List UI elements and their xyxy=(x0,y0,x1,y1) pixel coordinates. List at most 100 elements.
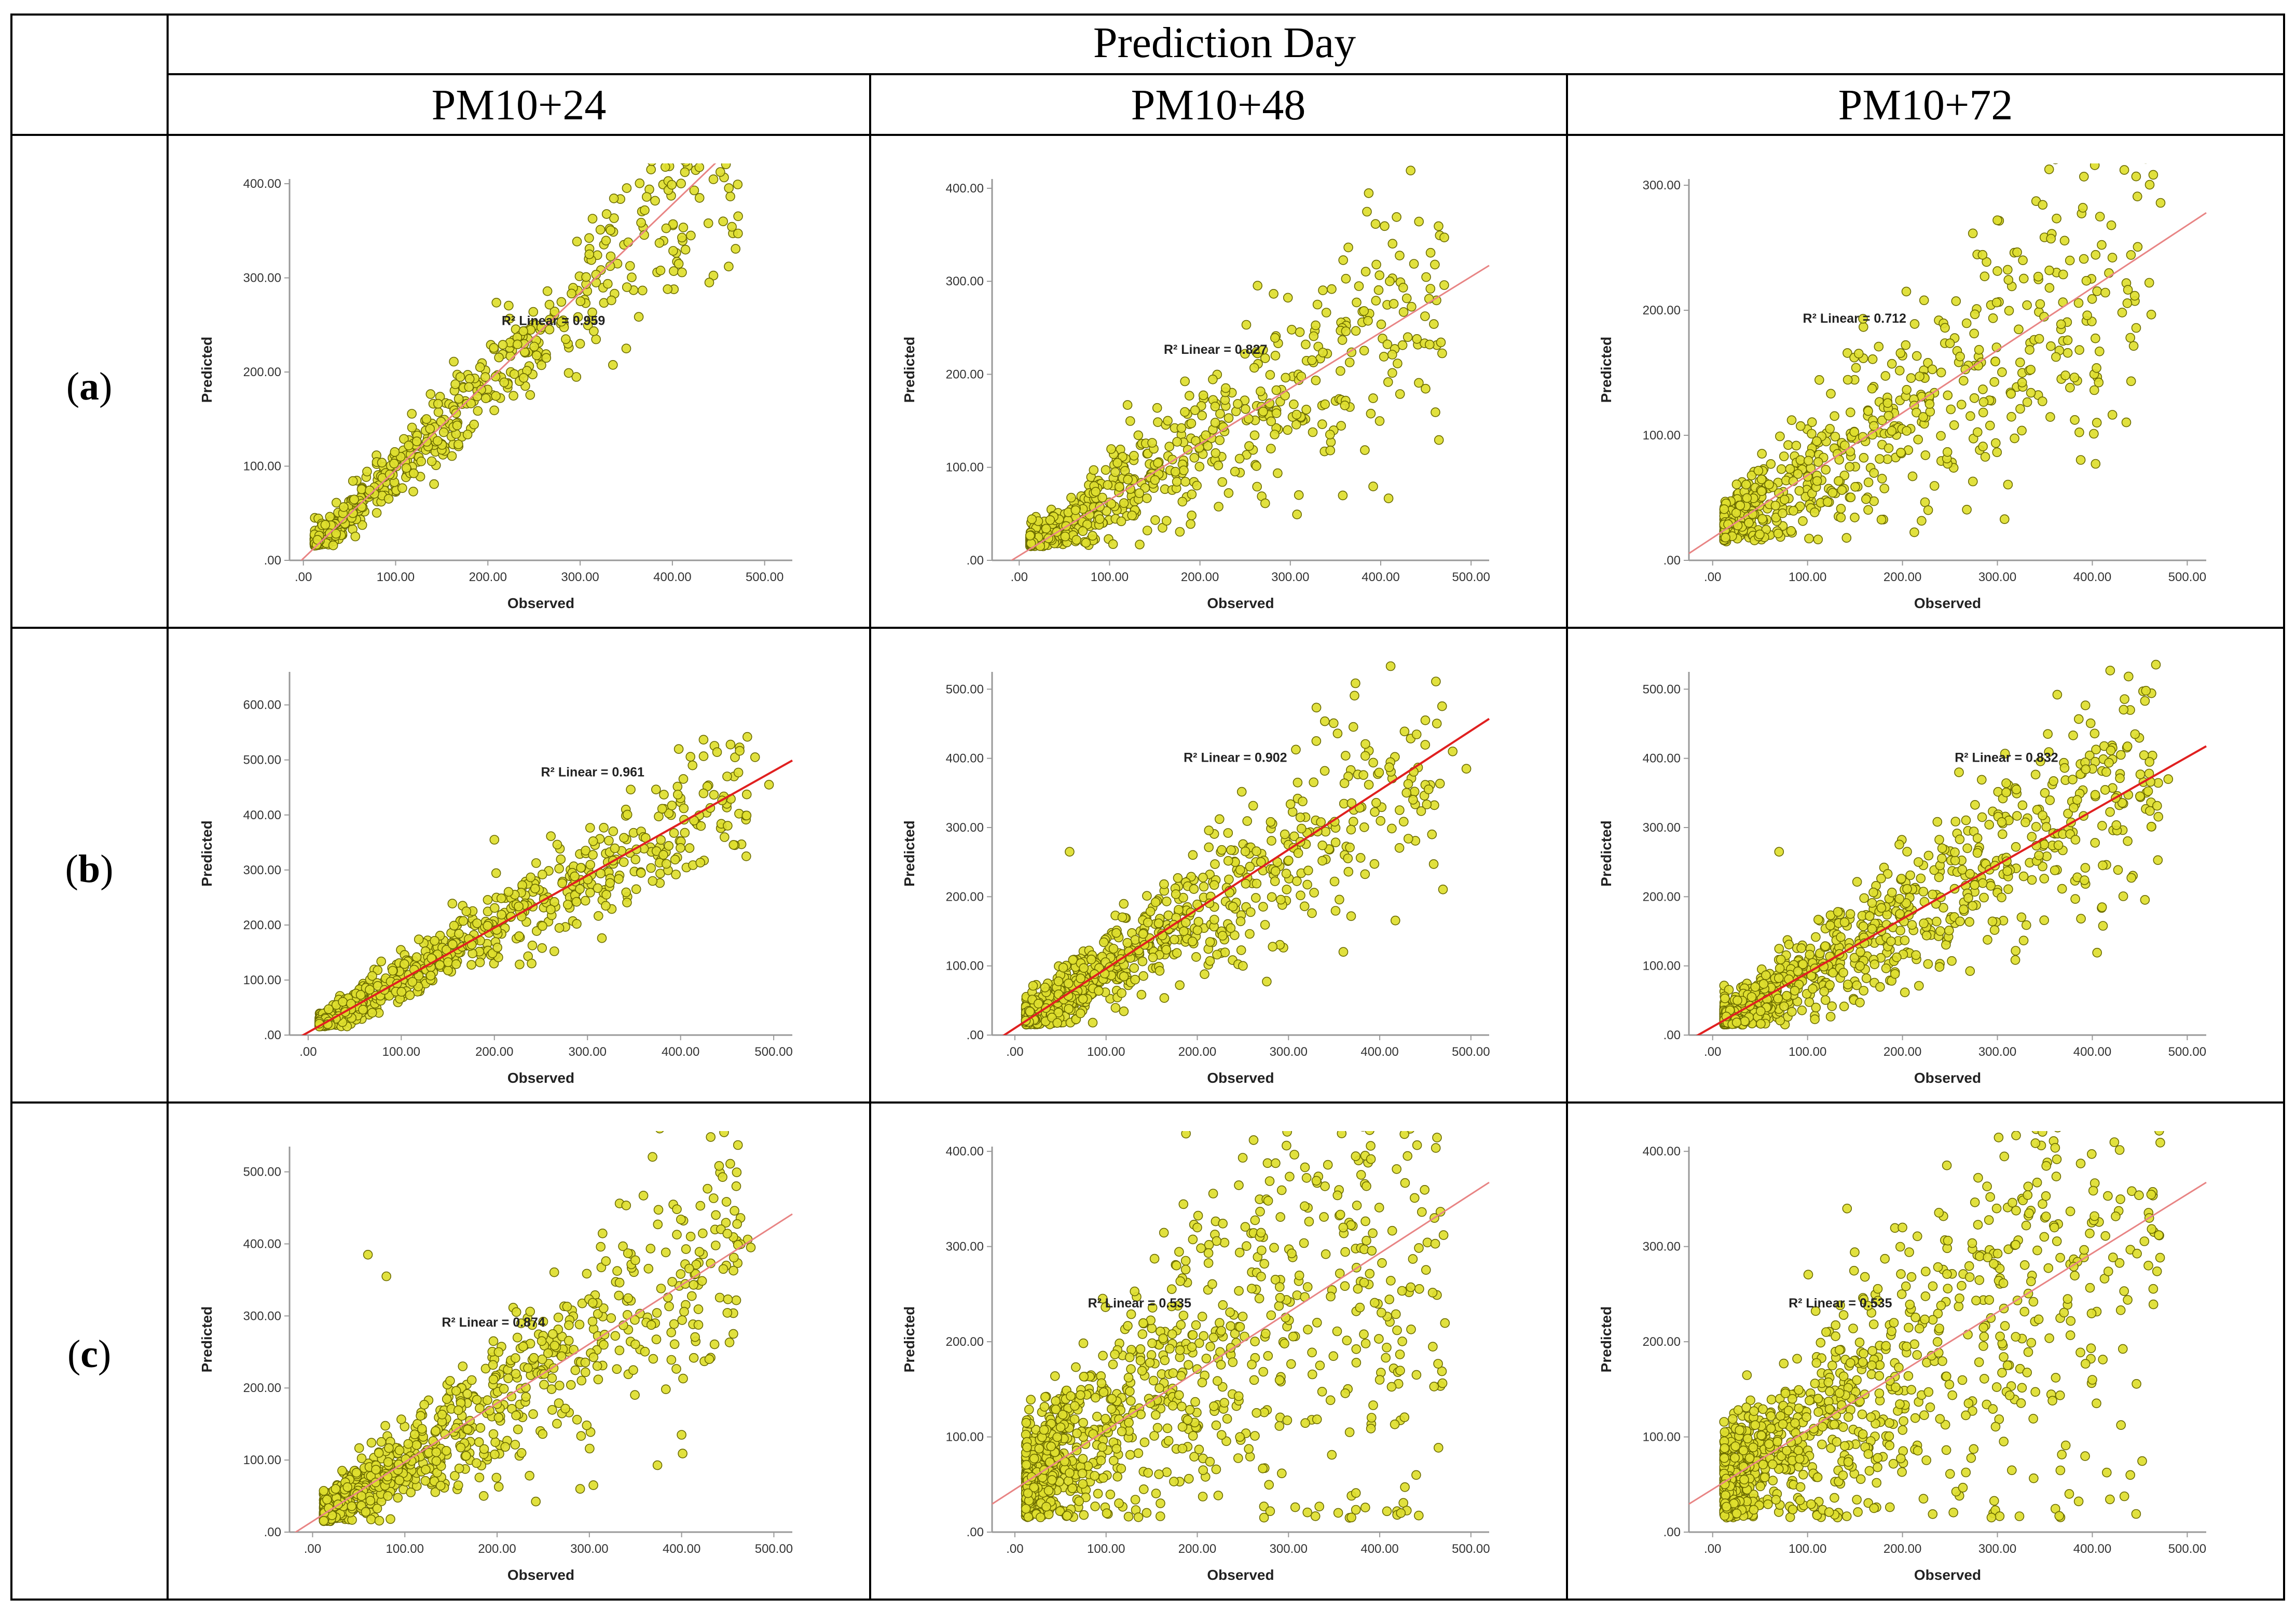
data-point xyxy=(1122,400,1133,410)
data-point xyxy=(1256,386,1266,396)
data-point xyxy=(1317,856,1327,866)
data-point xyxy=(1753,465,1764,476)
data-point xyxy=(2073,298,2084,308)
data-point xyxy=(648,163,656,166)
data-point xyxy=(2145,806,2155,816)
data-point xyxy=(1955,834,1965,845)
data-point xyxy=(651,784,661,794)
y-tick-label: 600.00 xyxy=(243,698,281,712)
data-point xyxy=(2011,784,2022,794)
data-point xyxy=(1320,399,1330,409)
data-point xyxy=(1136,989,1147,1000)
data-point xyxy=(1965,411,1975,421)
data-point xyxy=(1307,908,1317,918)
data-point xyxy=(1364,188,1374,198)
data-point xyxy=(2099,741,2109,751)
data-point xyxy=(733,142,742,150)
data-point xyxy=(1266,444,1276,454)
data-point xyxy=(2100,287,2110,298)
y-tick-label: .00 xyxy=(967,1028,984,1042)
data-point xyxy=(1025,1007,1035,1016)
data-point xyxy=(2044,265,2054,275)
data-point xyxy=(331,529,341,539)
data-point xyxy=(1957,399,1967,410)
x-tick-label: 300.00 xyxy=(1271,570,1309,584)
data-point xyxy=(720,832,730,842)
data-point xyxy=(1779,1001,1789,1011)
data-point xyxy=(1161,945,1172,955)
data-point xyxy=(1820,941,1830,951)
data-point xyxy=(1858,921,1868,931)
data-point xyxy=(2135,791,2145,801)
data-point xyxy=(1299,901,1310,912)
data-point xyxy=(1404,834,1413,844)
data-point xyxy=(1268,942,1278,952)
data-point xyxy=(2133,242,2143,252)
data-point xyxy=(1407,301,1417,312)
x-tick-label: .00 xyxy=(1704,570,1721,584)
x-tick-label: 200.00 xyxy=(1883,1045,1921,1059)
data-point xyxy=(1424,784,1434,794)
data-point xyxy=(1246,907,1256,917)
data-point xyxy=(2089,163,2100,170)
data-point xyxy=(723,148,732,157)
data-point xyxy=(1988,313,1998,323)
data-point xyxy=(630,855,641,864)
data-point xyxy=(1142,493,1152,503)
data-point xyxy=(1834,476,1844,486)
data-point xyxy=(1298,796,1308,806)
data-point xyxy=(328,540,338,550)
data-point xyxy=(638,285,648,296)
data-point xyxy=(2034,334,2044,344)
data-point xyxy=(1968,228,1978,239)
data-point xyxy=(1309,331,1319,341)
data-point xyxy=(1258,406,1268,417)
data-point xyxy=(1733,520,1743,531)
data-point xyxy=(1757,449,1767,459)
y-tick-label: 200.00 xyxy=(243,918,281,932)
data-point xyxy=(1343,242,1353,253)
data-point xyxy=(1887,426,1897,436)
data-point xyxy=(2068,731,2078,740)
data-point xyxy=(1960,364,1971,375)
data-point xyxy=(733,142,742,151)
data-point xyxy=(1901,286,1912,297)
data-point xyxy=(1318,348,1328,357)
row-label-b: (b) xyxy=(65,847,114,891)
data-point xyxy=(1383,377,1393,387)
data-point xyxy=(1034,999,1043,1009)
data-point xyxy=(1335,894,1344,905)
data-point xyxy=(1192,925,1203,935)
data-point xyxy=(764,780,774,790)
data-point xyxy=(411,952,422,962)
x-tick-label: 300.00 xyxy=(570,1542,608,1556)
data-point xyxy=(667,801,677,810)
data-point xyxy=(372,508,382,518)
data-point xyxy=(1420,715,1431,725)
data-point xyxy=(1978,384,1988,394)
data-point xyxy=(1881,963,1891,973)
data-point xyxy=(1875,982,1885,992)
data-point xyxy=(1921,930,1932,941)
data-point xyxy=(601,901,611,911)
data-point xyxy=(659,790,669,800)
data-point xyxy=(1791,440,1802,451)
data-point xyxy=(2063,348,2073,358)
data-point xyxy=(1360,751,1370,761)
data-point xyxy=(1233,399,1243,409)
x-tick-label: 500.00 xyxy=(754,1045,792,1059)
table-header-prediction-day: Prediction Day xyxy=(1093,19,1356,67)
data-point xyxy=(1761,970,1771,980)
data-point xyxy=(2063,808,2073,819)
y-axis-label: Predicted xyxy=(901,337,917,403)
data-point xyxy=(1773,528,1783,539)
data-point xyxy=(1162,897,1172,906)
data-point xyxy=(676,1269,686,1279)
data-point xyxy=(1775,963,1785,973)
data-point xyxy=(563,900,573,910)
data-point xyxy=(1841,533,1852,543)
data-point xyxy=(1198,390,1208,401)
data-point xyxy=(1360,869,1370,879)
data-point xyxy=(2097,240,2107,250)
x-tick-label: 100.00 xyxy=(1789,570,1826,584)
